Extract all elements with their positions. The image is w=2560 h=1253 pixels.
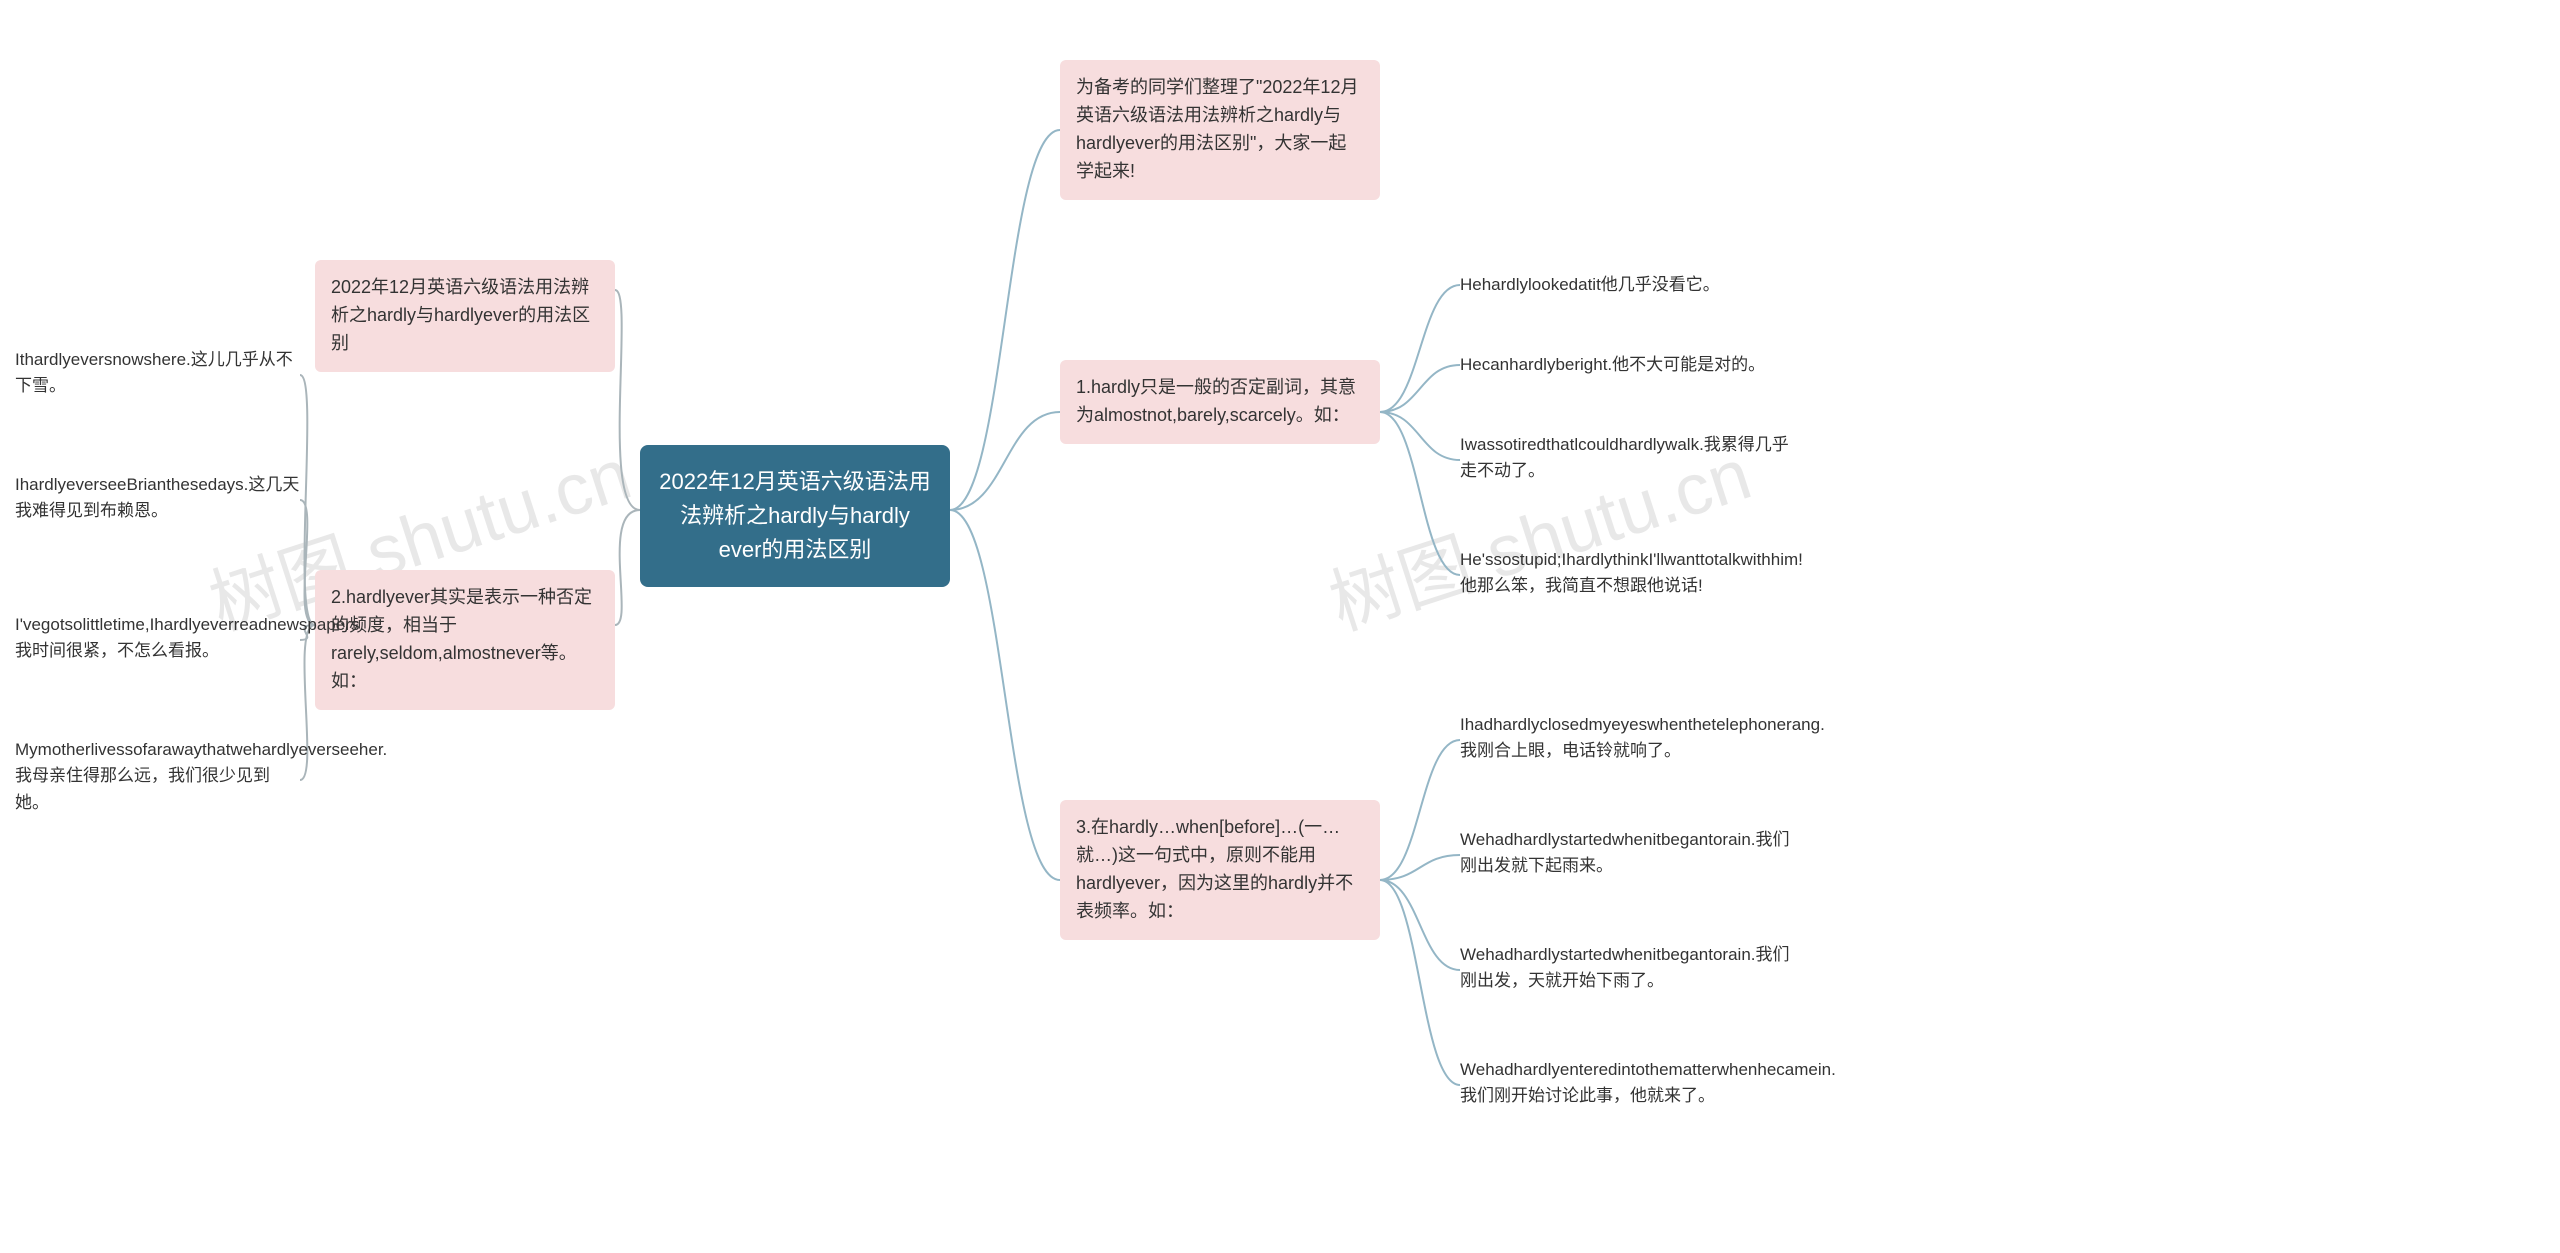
mindmap: 2022年12月英语六级语法用法辨析之hardly与hardly ever的用法…	[0, 0, 2560, 1253]
leaf: Iwassotiredthatlcouldhardlywalk.我累得几乎走不动…	[1460, 430, 1790, 487]
branch-hardly-when: 3.在hardly…when[before]…(一…就…)这一句式中，原则不能用…	[1060, 800, 1380, 940]
leaf: Hehardlylookedatit他几乎没看它。	[1460, 270, 1790, 300]
leaf: Wehadhardlyenteredintothematterwhenhecam…	[1460, 1055, 1790, 1112]
leaf: Hecanhardlyberight.他不大可能是对的。	[1460, 350, 1790, 380]
branch-hardlyever: 2.hardlyever其实是表示一种否定的频度，相当于rarely,seldo…	[315, 570, 615, 710]
leaf: I'vegotsolittletime,Ihardlyeverreadnewsp…	[15, 610, 300, 667]
leaf: He'ssostupid;IhardlythinkI'llwanttotalkw…	[1460, 545, 1790, 602]
leaf: Ihadhardlyclosedmyeyeswhenthetelephonera…	[1460, 710, 1790, 767]
leaf: Mymotherlivessofarawaythatwehardlyeverse…	[15, 735, 300, 818]
center-node: 2022年12月英语六级语法用法辨析之hardly与hardly ever的用法…	[640, 445, 950, 587]
branch-intro: 为备考的同学们整理了"2022年12月英语六级语法用法辨析之hardly与har…	[1060, 60, 1380, 200]
branch-title-repeat: 2022年12月英语六级语法用法辨析之hardly与hardlyever的用法区…	[315, 260, 615, 372]
leaf: IhardlyeverseeBrianthesedays.这几天我难得见到布赖恩…	[15, 470, 300, 527]
leaf: Ithardlyeversnowshere.这儿几乎从不下雪。	[15, 345, 300, 402]
branch-hardly: 1.hardly只是一般的否定副词，其意为almostnot,barely,sc…	[1060, 360, 1380, 444]
leaf: Wehadhardlystartedwhenitbegantorain.我们刚出…	[1460, 940, 1790, 997]
leaf: Wehadhardlystartedwhenitbegantorain.我们刚出…	[1460, 825, 1790, 882]
